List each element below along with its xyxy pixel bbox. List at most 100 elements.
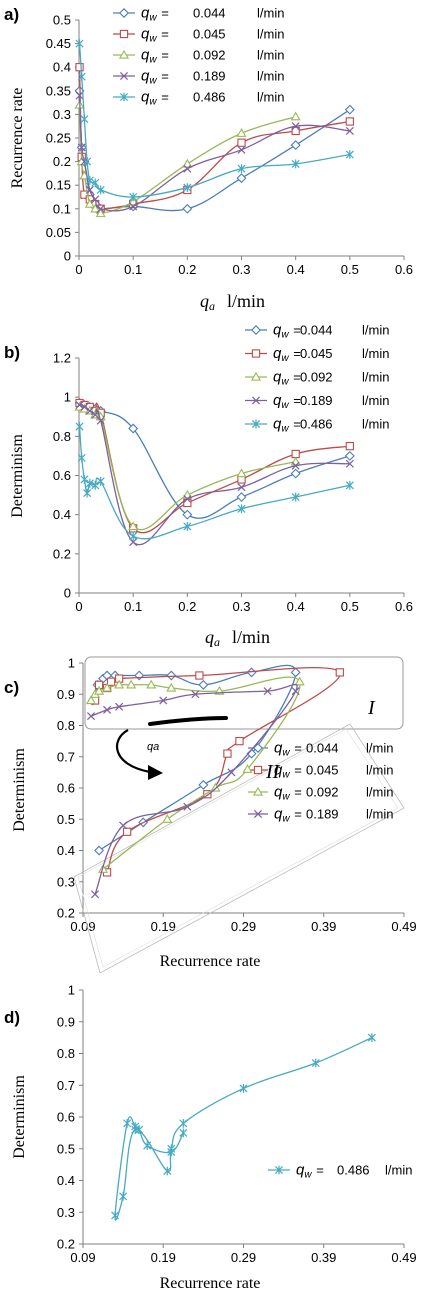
x-tick-label: 0.49 bbox=[391, 919, 416, 934]
legend-value: 0.189 bbox=[306, 807, 339, 822]
data-point bbox=[291, 687, 300, 696]
y-tick-label: 0.6 bbox=[57, 1110, 75, 1125]
legend-unit: l/min bbox=[366, 763, 393, 778]
data-point bbox=[290, 111, 301, 121]
legend-unit: l/min bbox=[362, 323, 389, 338]
arrow-curve bbox=[115, 729, 151, 774]
data-point bbox=[106, 677, 116, 686]
data-point bbox=[143, 1141, 152, 1150]
legend-entry: qw = 0.486 l/min bbox=[268, 1162, 412, 1181]
y-tick-label: 0.8 bbox=[57, 1046, 75, 1061]
region-box-II bbox=[73, 723, 405, 974]
legend-label: qw = 0.045 l/min bbox=[274, 762, 393, 781]
data-point bbox=[237, 138, 246, 147]
legend-sub: w bbox=[149, 76, 157, 87]
legend-q: q bbox=[274, 784, 283, 801]
legend-label: qw = 0.486 l/min bbox=[141, 89, 284, 108]
legend-eq: = bbox=[313, 1163, 324, 1178]
legend-entry: qw =0.092 l/min bbox=[245, 369, 389, 388]
legend-sub: w bbox=[282, 748, 290, 759]
data-point bbox=[129, 538, 138, 547]
legend-q: q bbox=[274, 740, 283, 757]
x-axis-symbol: q bbox=[205, 627, 214, 647]
legend-unit: l/min bbox=[362, 417, 389, 432]
legend-marker bbox=[119, 8, 129, 18]
legend-q: q bbox=[273, 345, 282, 362]
legend-unit: l/min bbox=[362, 370, 389, 385]
legend-eq: = bbox=[158, 6, 169, 21]
data-point bbox=[367, 1033, 376, 1043]
y-axis-title: Determinism bbox=[11, 1075, 28, 1159]
data-point bbox=[182, 203, 193, 214]
legend-label: qw = 0.044 l/min bbox=[274, 740, 393, 759]
y-tick-label: 0.4 bbox=[53, 507, 71, 522]
data-point bbox=[236, 128, 247, 137]
data-point bbox=[87, 712, 96, 721]
arrow-head bbox=[148, 765, 163, 780]
legend-marker bbox=[253, 809, 263, 819]
y-tick-label: 0.2 bbox=[53, 154, 71, 169]
legend-eq: = bbox=[290, 393, 301, 408]
data-point bbox=[291, 122, 300, 131]
data-point bbox=[80, 475, 89, 484]
region-label-II: II bbox=[265, 761, 281, 783]
legend-sub: w bbox=[282, 814, 290, 825]
data-point bbox=[235, 736, 244, 746]
data-point bbox=[198, 679, 209, 690]
data-point bbox=[345, 150, 354, 159]
legend-entry: qw = 0.045 l/min bbox=[113, 26, 284, 45]
legend-unit: l/min bbox=[257, 69, 284, 84]
data-point bbox=[91, 890, 100, 899]
y-tick-label: 0.6 bbox=[57, 781, 75, 796]
data-point bbox=[91, 195, 100, 204]
data-point bbox=[290, 468, 301, 479]
legend-label: qw = 0.044 l/min bbox=[141, 5, 284, 24]
x-tick-label: 0.4 bbox=[287, 262, 305, 277]
data-point bbox=[96, 185, 105, 195]
legend-eq: = bbox=[158, 90, 169, 105]
legend-q: q bbox=[273, 322, 282, 339]
series-line bbox=[78, 90, 351, 212]
data-point bbox=[345, 117, 354, 126]
data-point bbox=[236, 492, 247, 503]
legend-q: q bbox=[273, 392, 282, 409]
data-point bbox=[83, 157, 92, 166]
data-point bbox=[115, 702, 124, 711]
legend-sub: w bbox=[149, 55, 157, 66]
arrow-shaft-top bbox=[148, 716, 228, 726]
y-tick-label: 0.5 bbox=[57, 812, 75, 827]
x-tick-label: 0.39 bbox=[311, 919, 336, 934]
data-point bbox=[80, 402, 89, 411]
data-point bbox=[77, 72, 86, 82]
legend-sub: w bbox=[281, 400, 289, 411]
data-point bbox=[146, 679, 157, 689]
data-point bbox=[77, 143, 86, 152]
legend-eq: = bbox=[291, 741, 302, 756]
data-point bbox=[91, 178, 100, 188]
legend-unit: l/min bbox=[385, 1163, 412, 1178]
region-box-I bbox=[84, 656, 404, 730]
data-point bbox=[179, 1118, 188, 1128]
y-tick-label: 1 bbox=[68, 656, 75, 671]
legend-sub: w bbox=[149, 34, 157, 45]
y-tick-label: 0.1 bbox=[53, 201, 71, 216]
data-point bbox=[291, 449, 300, 459]
legend-q: q bbox=[274, 762, 283, 779]
legend-marker bbox=[118, 49, 130, 59]
y-tick-label: 0 bbox=[64, 586, 71, 601]
legend-sub: w bbox=[282, 792, 290, 803]
data-point bbox=[198, 779, 209, 790]
data-point bbox=[122, 827, 132, 836]
legend-q: q bbox=[273, 369, 282, 386]
legend-entry: qw =0.044 l/min bbox=[245, 322, 389, 341]
legend-eq: = bbox=[290, 417, 301, 432]
data-point bbox=[94, 685, 105, 695]
arrow-label: qa bbox=[147, 741, 159, 753]
